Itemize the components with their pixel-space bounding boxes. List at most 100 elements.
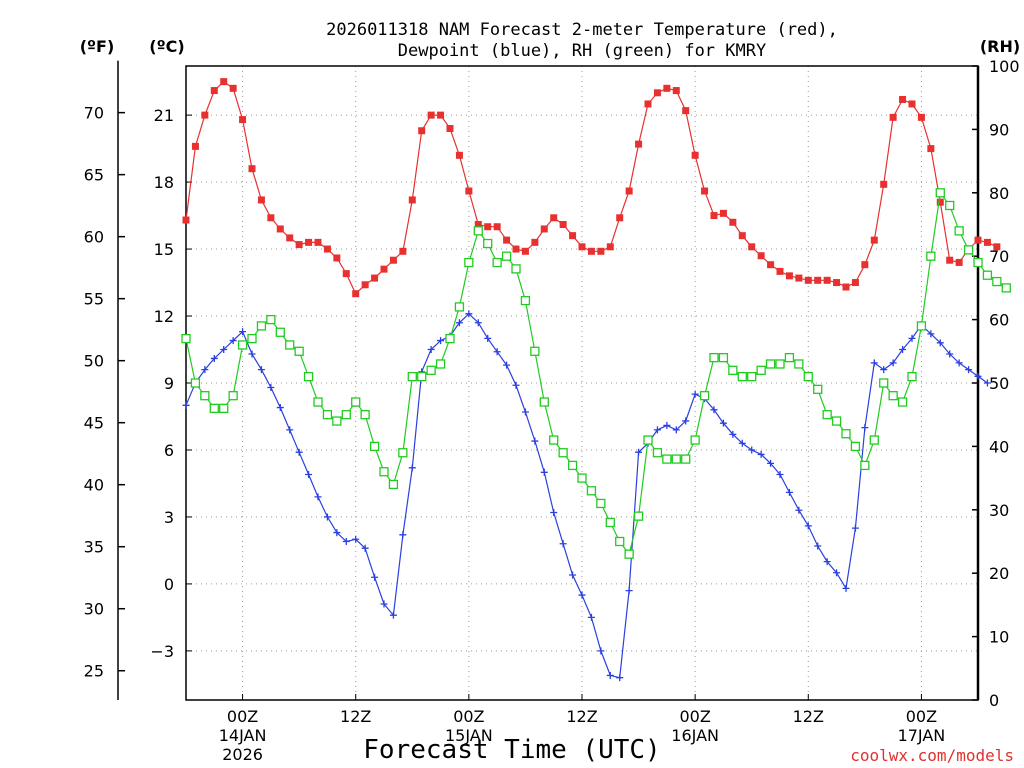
temperature-point [286, 234, 294, 242]
dewpoint-point [851, 524, 859, 532]
dewpoint-point [540, 468, 548, 476]
temperature-point [559, 221, 567, 228]
fahrenheit-tick-label: 35 [84, 538, 104, 557]
rh-point [926, 251, 936, 261]
rh-point [464, 257, 474, 268]
rh-point [511, 264, 521, 274]
dewpoint-point [899, 346, 907, 354]
temperature-point [983, 238, 991, 246]
temperature-point [757, 252, 765, 260]
fahrenheit-unit-label: (ºF) [80, 37, 115, 56]
rh-point [200, 391, 210, 401]
rh-point [897, 397, 908, 407]
temperature-point [380, 265, 388, 273]
dewpoint-point [201, 366, 209, 374]
rh-point [756, 365, 766, 375]
dewpoint-point [719, 419, 727, 427]
rh-point [435, 359, 446, 369]
rh-point [445, 333, 455, 344]
dewpoint-point [729, 430, 737, 438]
x-tick-year: 2026 [222, 745, 263, 764]
rh-unit-label: (RH) [980, 37, 1020, 56]
fahrenheit-tick-label: 40 [84, 476, 104, 495]
temperature-point [305, 238, 313, 246]
x-tick-label: 00Z [227, 707, 258, 726]
dewpoint-point [323, 513, 331, 521]
rh-tick-label: 60 [989, 311, 1009, 330]
rh-point [737, 372, 747, 382]
rh-point [681, 454, 691, 464]
rh-point [982, 270, 993, 280]
dewpoint-point [455, 319, 463, 327]
rh-tick-label: 30 [989, 501, 1009, 520]
dewpoint-point [559, 540, 567, 548]
temperature-point [550, 214, 558, 222]
temperature-point [748, 243, 756, 251]
dewpoint-point [814, 542, 822, 550]
temperature-point [851, 279, 859, 287]
dewpoint-point [635, 448, 643, 456]
rh-point [841, 429, 851, 439]
temperature-point [512, 245, 520, 253]
rh-point [483, 238, 493, 249]
fahrenheit-tick-label: 65 [84, 166, 104, 185]
temperature-point [257, 196, 265, 204]
temperature-point [927, 145, 935, 153]
temperature-point [229, 84, 237, 92]
dewpoint-point [908, 334, 916, 342]
x-tick-date: 15JAN [445, 726, 493, 745]
dewpoint-point [295, 448, 303, 456]
temperature-point [248, 165, 256, 173]
dewpoint-point [352, 535, 360, 543]
dewpoint-point [531, 437, 539, 445]
temperature-point [418, 127, 426, 135]
dewpoint-point [361, 544, 369, 552]
x-tick-label: 12Z [566, 707, 597, 726]
dewpoint-point [248, 350, 256, 358]
x-tick-label: 12Z [340, 707, 371, 726]
dewpoint-point [550, 508, 558, 516]
dewpoint-point [663, 421, 671, 429]
temperature-point [408, 196, 416, 204]
series-layer [181, 78, 1011, 682]
rh-point [775, 359, 785, 369]
temperature-point [917, 113, 925, 121]
rh-line [185, 191, 1007, 556]
temperature-point [474, 221, 482, 228]
dewpoint-point [371, 573, 379, 581]
temperature-point [503, 236, 511, 244]
dewpoint-point [795, 506, 803, 514]
dewpoint-point [606, 671, 614, 679]
rh-point [822, 410, 832, 420]
dewpoint-point [220, 346, 228, 354]
rh-point [219, 403, 229, 414]
x-tick-label: 00Z [453, 707, 484, 726]
rh-point [1001, 283, 1011, 293]
temperature-point [295, 241, 303, 249]
temperature-point [210, 87, 218, 95]
temperature-point [795, 274, 803, 282]
rh-tick-label: 100 [989, 57, 1020, 76]
temperature-point [701, 187, 709, 195]
dewpoint-point [776, 471, 784, 479]
temperature-point [446, 125, 454, 133]
rh-point [699, 391, 710, 401]
dewpoint-point [210, 354, 218, 362]
temperature-point [663, 84, 671, 92]
temperature-point [861, 261, 869, 269]
temperature-point [371, 274, 379, 282]
celsius-tick-label: 9 [164, 374, 174, 393]
temperature-point [842, 283, 850, 291]
temperature-point [399, 247, 407, 255]
rh-point [963, 245, 974, 255]
temperature-point [578, 243, 586, 251]
celsius-tick-label: 18 [154, 173, 174, 192]
temperature-point [437, 111, 445, 119]
temperature-point [540, 225, 548, 233]
temperature-point [239, 116, 247, 124]
dewpoint-point [389, 611, 397, 619]
temperature-point [729, 218, 737, 226]
rh-point [794, 359, 804, 369]
temperature-point [804, 276, 812, 284]
